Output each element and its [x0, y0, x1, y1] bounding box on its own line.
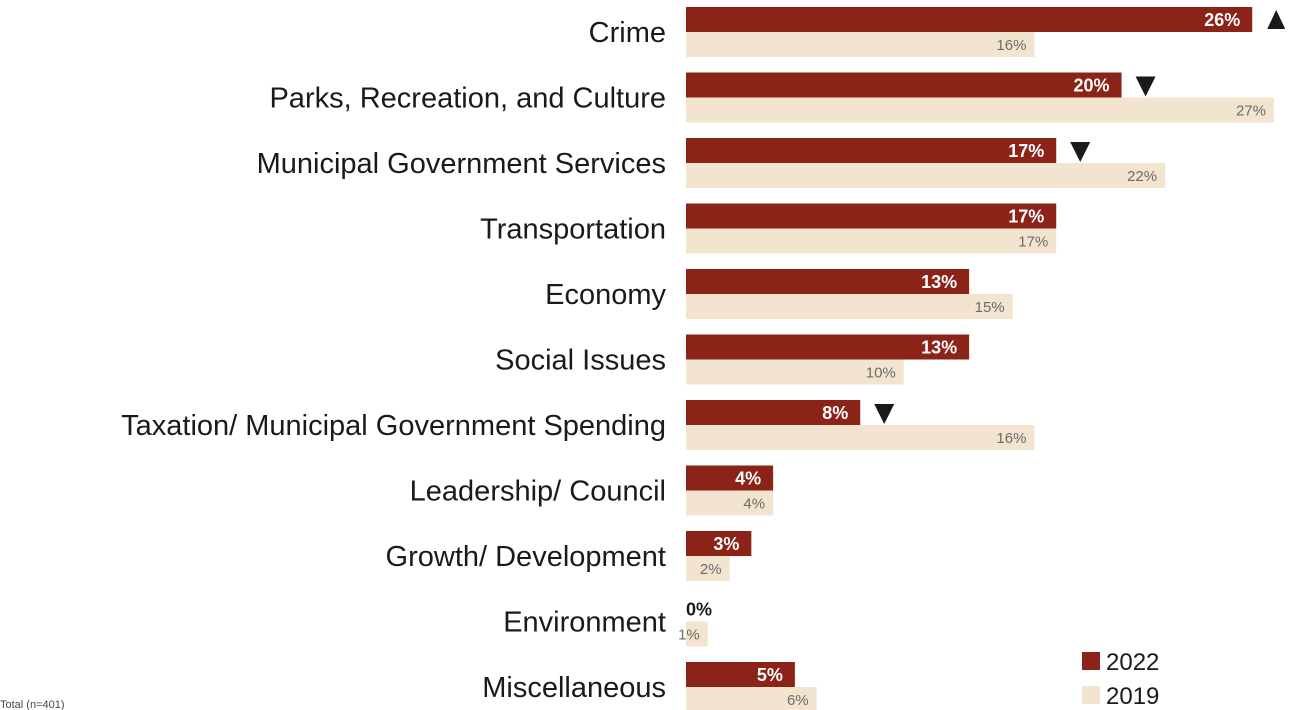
bar-2019: [686, 97, 1274, 123]
legend: 2022 2019: [1082, 649, 1159, 710]
arrow-down-icon: [874, 404, 895, 424]
category-label: Transportation: [480, 214, 666, 246]
value-label-2022: 13%: [921, 338, 957, 358]
value-label-2019: 4%: [743, 496, 765, 513]
value-label-2019: 6%: [787, 692, 809, 709]
value-label-2022: 20%: [1074, 76, 1110, 96]
value-labels: 26% 16% 20% 27% 17% 22% 17% 17% 13% 15% 13% 10% 8% 16…: [678, 10, 1266, 709]
value-label-2022: 17%: [1008, 207, 1044, 227]
category-labels: Crime Parks, Recreation, and Culture Munic…: [121, 17, 666, 704]
value-label-2019: 10%: [866, 365, 896, 382]
category-label: Municipal Government Services: [257, 148, 666, 180]
category-label: Environment: [503, 607, 666, 639]
legend-swatch-2022: [1082, 652, 1100, 670]
bar-2022: [686, 203, 1057, 229]
bar-2022: [686, 400, 861, 425]
footnote: Total (n=401): [0, 699, 65, 710]
value-label-2019: 22%: [1127, 168, 1157, 185]
arrow-down-icon: [1070, 142, 1091, 162]
bar-2019: [686, 359, 904, 385]
value-label-2019: 2%: [700, 561, 722, 578]
value-label-2022: 8%: [822, 403, 848, 423]
bar-2022: [686, 7, 1253, 32]
bar-2019: [686, 425, 1035, 450]
value-label-2019: 27%: [1236, 103, 1266, 120]
bar-2022: [686, 138, 1057, 163]
bar-2019: [686, 294, 1013, 319]
bar-2019: [686, 490, 774, 516]
value-label-2022: 17%: [1008, 141, 1044, 161]
category-label: Growth/ Development: [386, 541, 666, 573]
value-label-2022: 3%: [713, 534, 739, 554]
value-label-2019: 16%: [996, 430, 1026, 447]
value-label-2022: 5%: [757, 665, 783, 685]
legend-swatch-2019: [1082, 686, 1100, 704]
legend-label-2019: 2019: [1106, 683, 1159, 710]
bar-2022: [686, 72, 1122, 98]
bar-2019: [686, 163, 1166, 188]
category-label: Crime: [589, 17, 666, 49]
significance-arrows: [874, 10, 1286, 424]
bar-2019: [686, 32, 1035, 57]
value-label-2022: 4%: [735, 469, 761, 489]
arrow-up-icon: [1267, 10, 1286, 29]
value-label-2019: 17%: [1018, 234, 1048, 251]
value-label-2019: 1%: [678, 627, 700, 644]
bar-2019: [686, 556, 730, 581]
bar-2019: [686, 621, 708, 647]
category-label: Taxation/ Municipal Government Spending: [121, 410, 666, 442]
bar-2019: [686, 687, 817, 710]
category-label: Leadership/ Council: [410, 476, 666, 508]
arrow-down-icon: [1135, 76, 1156, 97]
value-label-2019: 15%: [975, 299, 1005, 316]
bar-2022: [686, 269, 970, 294]
category-label: Social Issues: [495, 345, 666, 377]
category-label: Miscellaneous: [482, 672, 666, 704]
category-label: Economy: [545, 279, 666, 311]
value-label-2022: 26%: [1204, 10, 1240, 30]
bar-2022: [686, 334, 970, 360]
bar-2019: [686, 228, 1057, 254]
legend-label-2022: 2022: [1106, 649, 1159, 676]
bar-2022: [686, 531, 752, 556]
bar-2022: [686, 465, 774, 491]
bars-2019: [686, 32, 1274, 710]
category-label: Parks, Recreation, and Culture: [269, 83, 666, 115]
value-label-2022: 13%: [921, 272, 957, 292]
bar-2022: [686, 662, 795, 687]
value-label-2019: 16%: [996, 37, 1026, 54]
bars-2022: [686, 7, 1253, 687]
value-label-2022: 0%: [686, 600, 712, 620]
